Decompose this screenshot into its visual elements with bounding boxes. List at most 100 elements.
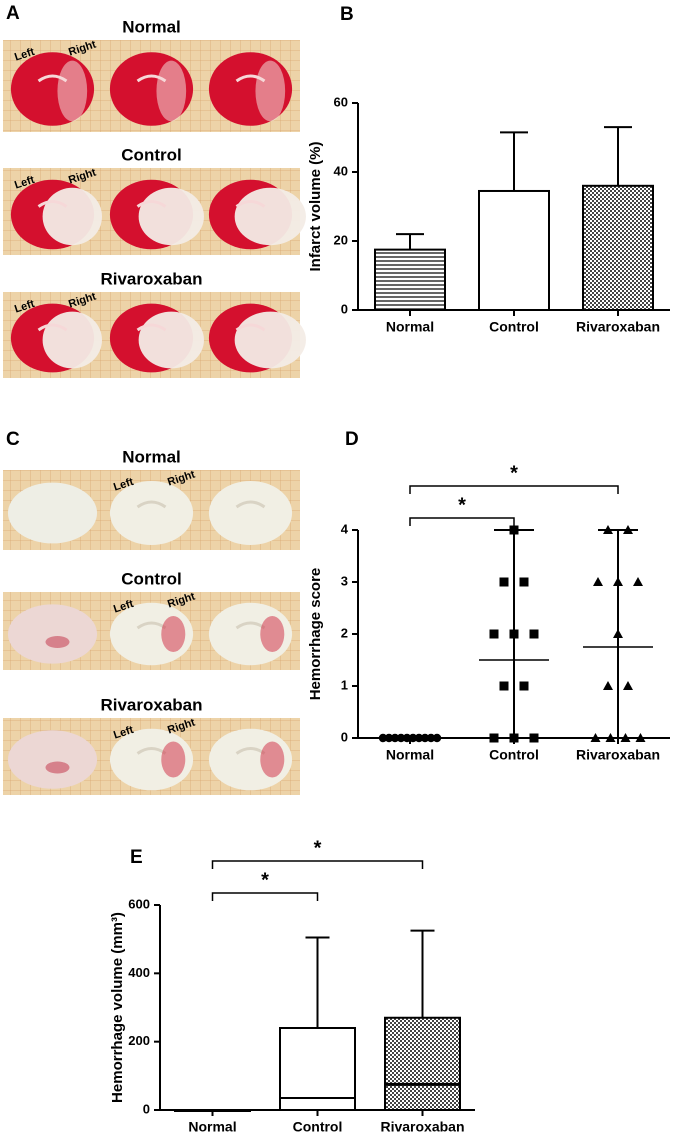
panel-letter: B [340, 4, 354, 25]
bleed [260, 616, 285, 652]
x-tick-label: Control [489, 747, 539, 763]
ventricle [136, 74, 167, 83]
point [509, 629, 519, 639]
point [623, 525, 633, 534]
point [414, 733, 424, 743]
point [378, 733, 388, 743]
point [390, 733, 400, 743]
group-title: Control [121, 569, 181, 588]
infarct [138, 311, 204, 369]
y-axis-label: Hemorrhage score [307, 568, 324, 701]
point [529, 629, 539, 639]
infarct [42, 311, 102, 369]
x-tick-label: Control [489, 319, 539, 335]
group-title: Rivaroxaban [100, 269, 202, 288]
y-tick-label: 4 [341, 521, 349, 536]
point [426, 733, 436, 743]
point [603, 681, 613, 690]
box [279, 1027, 356, 1111]
ventricle [37, 74, 68, 83]
point [593, 577, 603, 586]
infarct [57, 60, 88, 122]
x-tick-label: Control [293, 1119, 343, 1135]
brain-slice [208, 481, 293, 545]
significance-label: * [510, 462, 518, 484]
point [603, 525, 613, 534]
x-tick-label: Normal [188, 1119, 236, 1135]
point [499, 681, 509, 691]
bleed [260, 741, 285, 778]
bar [582, 184, 654, 311]
point [529, 733, 539, 743]
significance-label: * [261, 869, 269, 891]
point [605, 733, 616, 742]
bleed [161, 741, 186, 778]
group-title: Rivaroxaban [100, 695, 202, 714]
y-tick-label: 200 [128, 1033, 150, 1048]
bleed [45, 636, 70, 648]
y-tick-label: 3 [341, 573, 348, 588]
point [635, 733, 646, 742]
box [384, 1016, 461, 1111]
panel-letter: A [6, 3, 20, 24]
point [499, 577, 509, 587]
point [519, 577, 529, 587]
x-tick-label: Rivaroxaban [576, 747, 660, 763]
y-tick-label: 2 [341, 625, 348, 640]
brain-slice [109, 481, 194, 545]
point [509, 525, 519, 535]
ventricle [37, 200, 68, 208]
significance-bracket [211, 892, 319, 901]
ventricle [235, 323, 266, 332]
panel-letter: E [130, 847, 143, 868]
bleed [161, 616, 186, 652]
significance-bracket [211, 860, 424, 869]
y-tick-label: 600 [128, 896, 150, 911]
ventricle [235, 74, 266, 83]
y-tick-label: 1 [341, 677, 348, 692]
significance-bracket [409, 485, 619, 494]
y-tick-label: 40 [334, 163, 348, 178]
ventricle [235, 500, 266, 509]
significance-bracket [409, 517, 515, 526]
significance-label: * [458, 494, 466, 516]
point [384, 733, 394, 743]
point [613, 577, 623, 586]
x-tick-label: Normal [386, 747, 434, 763]
point [420, 733, 430, 743]
brain [7, 604, 98, 664]
point [408, 733, 418, 743]
ventricle [37, 323, 68, 332]
brain [7, 730, 98, 789]
point [613, 629, 623, 638]
point [509, 733, 519, 743]
point [396, 733, 406, 743]
bar [374, 248, 446, 311]
infarct [138, 187, 204, 246]
infarct [156, 60, 187, 122]
point [402, 733, 412, 743]
point [489, 733, 499, 743]
infarct [234, 187, 306, 246]
y-tick-label: 400 [128, 965, 150, 980]
y-axis-label: Infarct volume (%) [307, 141, 324, 271]
point [519, 681, 529, 691]
group-title: Normal [122, 447, 181, 466]
x-tick-label: Rivaroxaban [576, 319, 660, 335]
point [623, 681, 633, 690]
panel-letter: D [345, 429, 359, 450]
y-axis-label: Hemorrhage volume (mm³) [109, 912, 126, 1103]
x-tick-label: Normal [386, 319, 434, 335]
significance-label: * [314, 837, 322, 859]
y-tick-label: 0 [341, 729, 348, 744]
bar [478, 189, 550, 312]
infarct [42, 187, 102, 246]
point [489, 629, 499, 639]
ventricle [136, 200, 167, 208]
y-tick-label: 0 [341, 301, 348, 316]
y-tick-label: 60 [334, 94, 348, 109]
y-tick-label: 20 [334, 232, 348, 247]
bleed [45, 761, 70, 774]
point [590, 733, 601, 742]
group-title: Control [121, 145, 181, 164]
